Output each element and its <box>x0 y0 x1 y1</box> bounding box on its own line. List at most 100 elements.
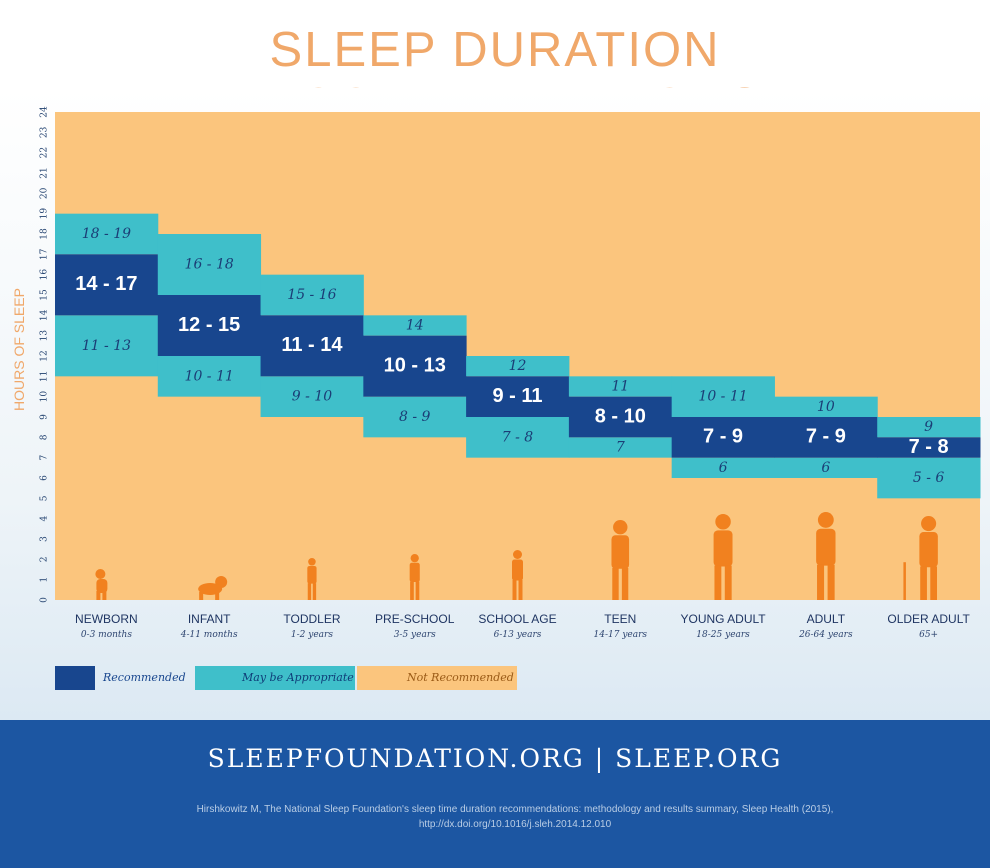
toddler-icon <box>307 558 317 600</box>
y-tick-label: 24 <box>40 106 50 118</box>
y-tick-label: 5 <box>40 495 50 501</box>
category-label: INFANT <box>188 612 231 626</box>
y-tick-label: 6 <box>40 475 50 481</box>
may-be-appropriate-upper-band <box>157 234 262 295</box>
category-label: SCHOOL AGE <box>478 612 556 626</box>
figure-leg <box>714 565 722 600</box>
upper-band-label: 10 - 11 <box>698 389 747 405</box>
y-tick-label: 3 <box>40 536 50 542</box>
y-tick-label: 7 <box>40 455 50 461</box>
recommended-band <box>877 437 981 458</box>
y-tick-label: 17 <box>40 248 50 260</box>
may-be-appropriate-upper-band <box>877 417 981 438</box>
figure-leg <box>621 568 629 600</box>
y-axis-label: HOURS OF SLEEP <box>11 288 27 411</box>
may-be-appropriate-lower-band <box>568 437 673 458</box>
footer-citation: Hirshkowitz M, The National Sleep Founda… <box>196 804 834 830</box>
y-tick-label: 15 <box>40 289 50 301</box>
figure-head <box>715 514 731 530</box>
category-sublabel: 0-3 months <box>81 630 133 640</box>
figure-leg <box>96 591 101 600</box>
legend-swatch-may-be-appropriate <box>195 666 355 690</box>
figure-torso <box>409 562 420 583</box>
category-sublabel: 4-11 months <box>180 630 238 640</box>
figure-cane <box>903 562 906 600</box>
figure-leg <box>724 565 732 600</box>
may-be-appropriate-upper-band <box>260 274 364 316</box>
figure-head <box>410 554 419 563</box>
figure-leg <box>930 566 938 600</box>
category-sublabel: 1-2 years <box>291 630 333 640</box>
footer: SLEEPFOUNDATION.ORG | SLEEP.ORG Hirshkow… <box>0 720 990 868</box>
y-tick-label: 0 <box>40 597 50 603</box>
footer-url[interactable]: SLEEPFOUNDATION.ORG | SLEEP.ORG <box>207 744 783 773</box>
recommended-band <box>55 254 159 316</box>
y-tick-label: 10 <box>40 391 50 403</box>
figure-head <box>95 569 106 579</box>
lower-band-label: 10 - 11 <box>185 368 234 384</box>
figure-leg <box>102 591 107 600</box>
y-tick-label: 2 <box>40 556 50 562</box>
recommended-band <box>260 315 364 377</box>
legend-swatch-recommended <box>55 666 95 690</box>
recommended-band-label: 14 - 17 <box>75 273 137 295</box>
figure-leg <box>199 592 204 600</box>
may-be-appropriate-upper-band <box>363 315 467 336</box>
preschooler-icon <box>409 554 420 600</box>
recommended-band-label: 8 - 10 <box>595 405 646 427</box>
legend-swatch-not-recommended <box>357 666 517 690</box>
y-tick-label: 14 <box>40 309 50 321</box>
y-tick-label: 22 <box>40 147 50 158</box>
figure-torso <box>307 565 317 584</box>
figure-leg <box>512 580 517 600</box>
recommended-band-label: 10 - 13 <box>384 354 446 376</box>
figure-torso <box>713 530 733 567</box>
young-adult-icon <box>713 514 733 600</box>
recommended-band-label: 12 - 15 <box>178 314 240 336</box>
upper-band-label: 16 - 18 <box>185 257 234 273</box>
recommended-band <box>363 335 467 397</box>
figure-leg <box>612 568 619 600</box>
figure-torso <box>816 528 836 566</box>
recommended-band <box>568 396 673 438</box>
child-icon <box>512 550 523 600</box>
may-be-appropriate-lower-band <box>774 457 878 478</box>
recommended-band <box>774 417 878 458</box>
upper-band-label: 9 <box>924 419 933 435</box>
category-sublabel: 3-5 years <box>394 630 436 640</box>
figure-leg <box>920 566 927 600</box>
figure-leg <box>307 583 312 600</box>
category-label: ADULT <box>807 612 846 626</box>
legend-label-not-recommended: Not Recommended <box>407 671 514 684</box>
legend-label-recommended: Recommended <box>103 671 186 684</box>
may-be-appropriate-lower-band <box>55 315 159 377</box>
may-be-appropriate-upper-band <box>466 356 570 377</box>
figure-head <box>613 520 628 535</box>
upper-band-label: 18 - 19 <box>82 226 131 242</box>
may-be-appropriate-upper-band <box>568 376 673 397</box>
lower-band-label: 8 - 9 <box>399 409 431 425</box>
y-tick-label: 1 <box>40 577 50 583</box>
recommended-band-label: 7 - 9 <box>806 426 846 448</box>
y-tick-label: 23 <box>40 126 50 138</box>
may-be-appropriate-lower-band <box>466 417 570 458</box>
category-sublabel: 65+ <box>919 630 938 640</box>
lower-band-label: 11 - 13 <box>82 338 131 354</box>
recommended-band-label: 7 - 8 <box>909 436 949 458</box>
recommended-band-label: 9 - 11 <box>492 385 542 407</box>
may-be-appropriate-lower-band <box>671 457 775 478</box>
category-sublabel: 6-13 years <box>494 630 542 640</box>
upper-band-label: 12 <box>509 358 527 374</box>
may-be-appropriate-lower-band <box>877 457 981 499</box>
figure-head <box>308 558 316 566</box>
lower-band-label: 7 - 8 <box>502 429 534 445</box>
category-label: PRE-SCHOOL <box>375 612 455 626</box>
figure-leg <box>410 581 414 600</box>
category-sublabel: 26-64 years <box>798 630 853 640</box>
recommended-band <box>671 417 775 458</box>
y-tick-label: 13 <box>40 330 50 342</box>
upper-band-label: 15 - 16 <box>287 287 336 303</box>
recommended-band <box>157 295 262 356</box>
upper-band-label: 11 <box>611 379 629 395</box>
category-label: YOUNG ADULT <box>680 612 766 626</box>
